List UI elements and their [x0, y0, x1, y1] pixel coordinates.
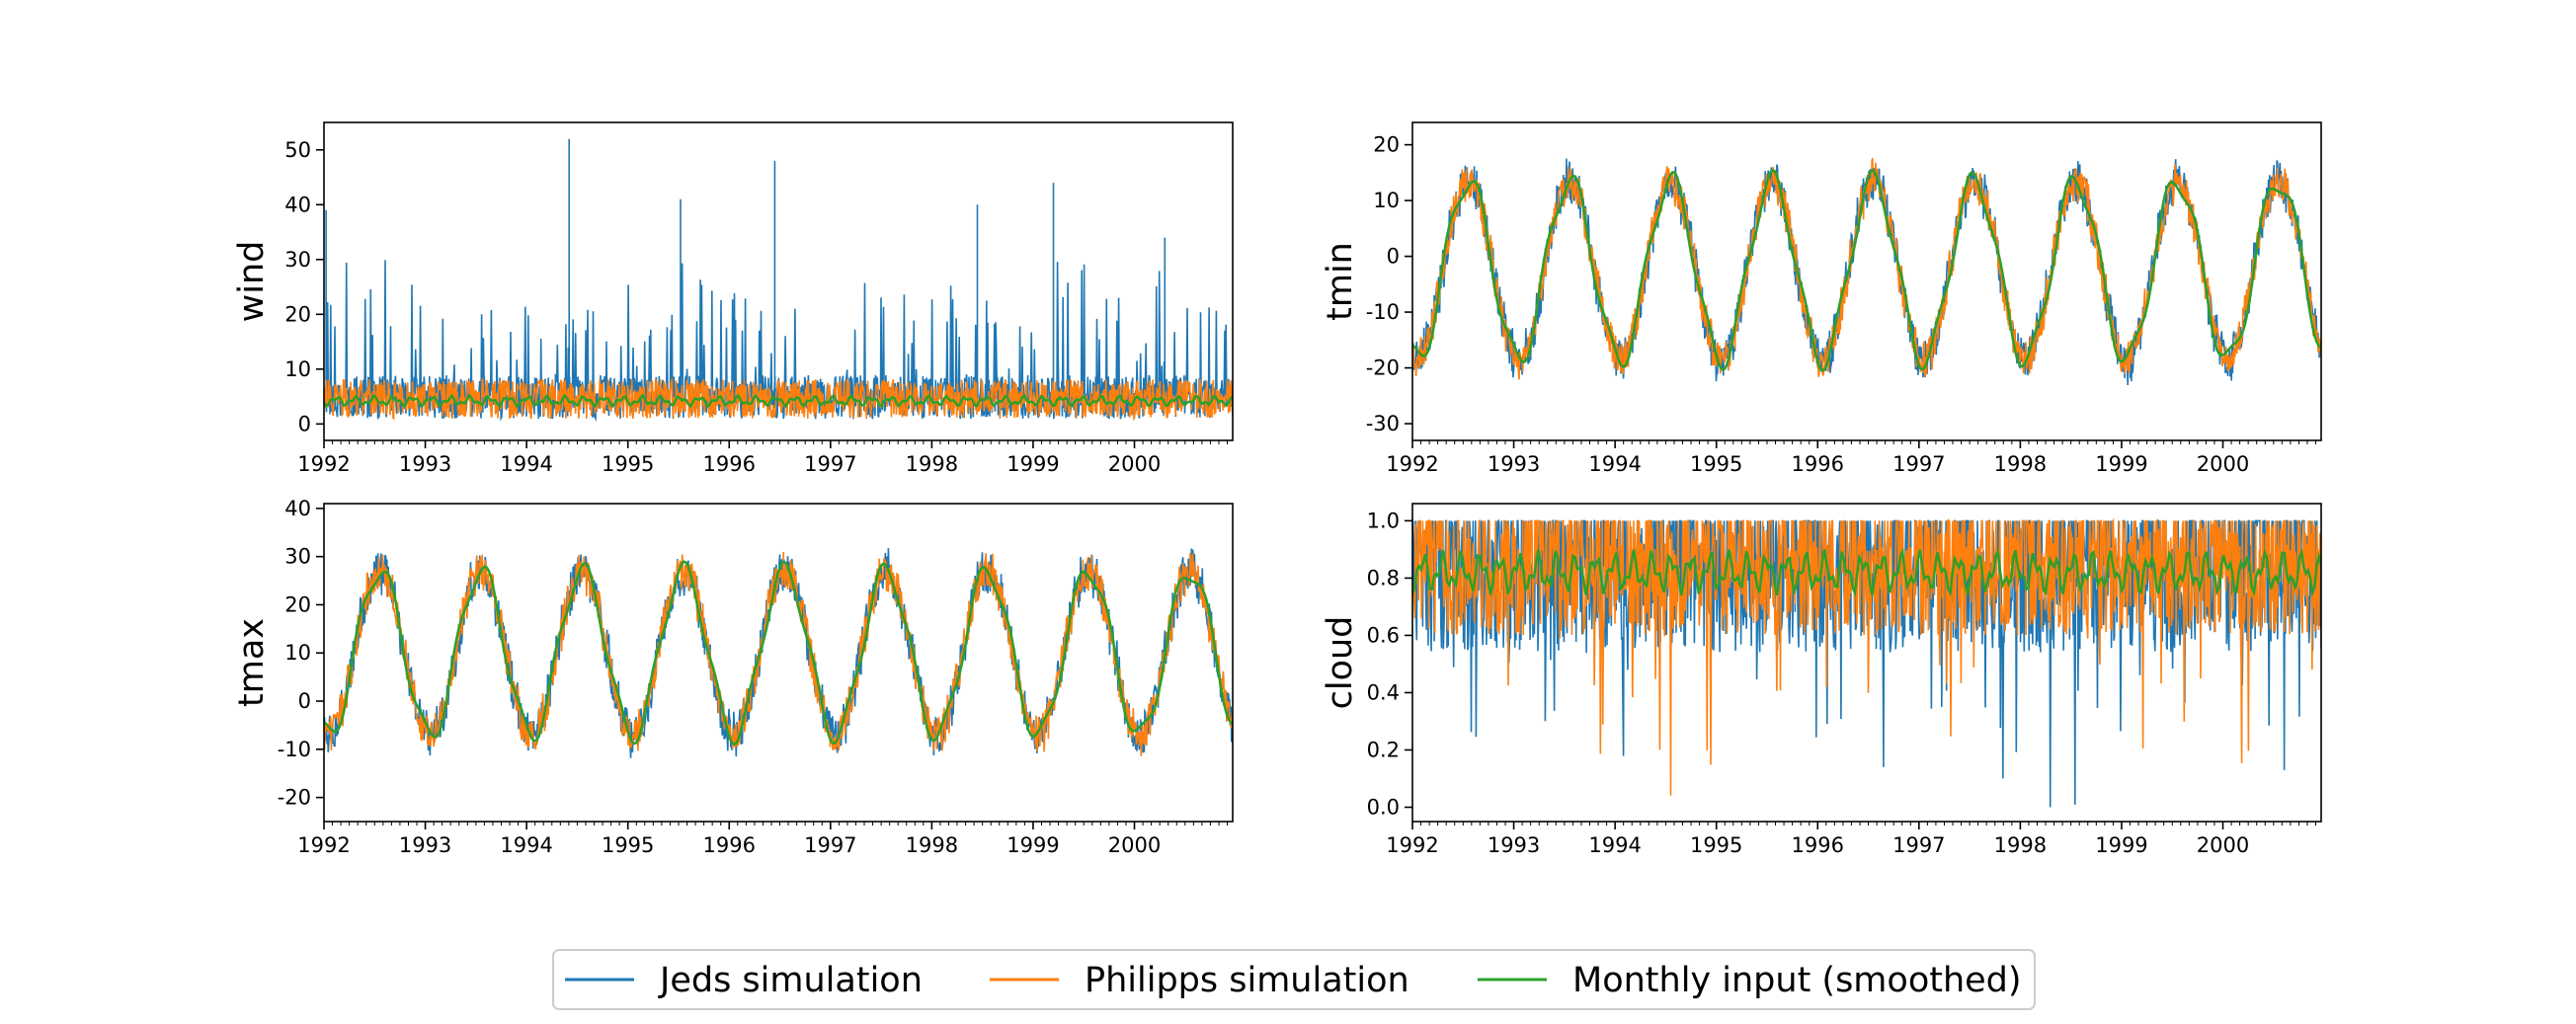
series-line-philipps — [324, 551, 1233, 756]
y-tick-label: 10 — [284, 357, 311, 381]
y-tick-label: -20 — [278, 786, 311, 810]
x-tick-label: 1999 — [2095, 833, 2147, 857]
x-tick-label: 1994 — [1588, 833, 1641, 857]
y-tick-label: 40 — [284, 497, 311, 520]
y-tick-label: 0.8 — [1367, 566, 1400, 590]
x-tick-label: 1997 — [1892, 833, 1945, 857]
x-tick-label: 2000 — [2197, 452, 2249, 476]
y-tick-label: -30 — [1366, 412, 1400, 435]
wind-panel: 1992 1993 1994 1995 1996 1997 1998 1999 2000 0 10 2… — [232, 121, 1234, 476]
x-tick-label: 1998 — [1994, 833, 2047, 857]
axes-frame — [1411, 503, 2322, 823]
y-tick-label: 0.2 — [1367, 738, 1400, 761]
axes-frame — [323, 503, 1234, 823]
x-tick-label: 1992 — [1386, 833, 1438, 857]
x-tick-label: 1993 — [1488, 452, 1540, 476]
series-line-philipps — [1412, 157, 2321, 380]
x-tick-label: 1997 — [804, 452, 856, 476]
x-tick-label: 1998 — [906, 452, 958, 476]
x-tick-label: 1992 — [297, 833, 350, 857]
x-tick-label: 2000 — [1108, 452, 1161, 476]
y-tick-label: 20 — [284, 592, 311, 616]
x-tick-label: 1996 — [703, 833, 756, 857]
legend-label-jeds: Jeds simulation — [658, 961, 923, 1000]
y-tick-label: 20 — [1373, 133, 1400, 157]
plot-area — [324, 138, 1233, 423]
x-tick-label: 1993 — [399, 452, 451, 476]
series-line-monthly — [1412, 547, 2321, 598]
x-tick-label: 1993 — [399, 833, 451, 857]
y-tick-label: -10 — [278, 738, 311, 761]
legend: Jeds simulation Philipps simulation Mont… — [552, 949, 2036, 1010]
x-tick-label: 1994 — [500, 833, 552, 857]
y-tick-label: 0 — [298, 689, 311, 713]
y-tick-label: 10 — [1373, 189, 1400, 212]
y-tick-label: 0 — [1387, 245, 1400, 269]
cloud-panel: 1992 1993 1994 1995 1996 1997 1998 1999 2000 0.0 0… — [1321, 503, 2322, 857]
x-tick-label: 1995 — [602, 833, 654, 857]
y-tick-label: 1.0 — [1367, 509, 1400, 532]
series-line-monthly — [1412, 168, 2321, 372]
y-tick-label: 0.6 — [1367, 623, 1400, 647]
x-tick-label: 1996 — [1792, 833, 1844, 857]
series-line-monthly — [324, 560, 1233, 747]
x-tick-label: 2000 — [2197, 833, 2249, 857]
y-tick-label: 20 — [284, 302, 311, 326]
tmax-panel: 1992 1993 1994 1995 1996 1997 1998 1999 2000 -20 -… — [232, 497, 1234, 857]
y-tick-label: 30 — [284, 545, 311, 569]
x-tick-label: 1995 — [1690, 833, 1742, 857]
x-tick-label: 1999 — [2095, 452, 2147, 476]
x-tick-label: 1996 — [703, 452, 756, 476]
y-tick-label: -10 — [1366, 300, 1400, 324]
y-tick-label: 40 — [284, 193, 311, 216]
axes-frame — [323, 121, 1234, 441]
x-tick-label: 1997 — [1892, 452, 1945, 476]
x-tick-label: 1994 — [500, 452, 552, 476]
legend-label-monthly: Monthly input (smoothed) — [1572, 961, 2022, 1000]
x-tick-label: 1998 — [1994, 452, 2047, 476]
x-tick-label: 1995 — [602, 452, 654, 476]
y-tick-label: 0 — [298, 412, 311, 435]
x-tick-label: 1992 — [1386, 452, 1438, 476]
x-tick-label: 1995 — [1690, 452, 1742, 476]
axes-frame — [1411, 121, 2322, 441]
plot-area — [1412, 157, 2321, 386]
y-tick-label: 10 — [284, 641, 311, 665]
y-axis-label: tmax — [232, 618, 272, 707]
x-tick-label: 1994 — [1588, 452, 1641, 476]
x-tick-label: 1996 — [1792, 452, 1844, 476]
tmin-panel: 1992 1993 1994 1995 1996 1997 1998 1999 2000 -30 -… — [1321, 121, 2322, 476]
y-tick-label: 30 — [284, 248, 311, 272]
y-axis-label: wind — [232, 241, 272, 323]
x-tick-label: 1998 — [906, 833, 958, 857]
y-axis-label: tmin — [1321, 242, 1360, 321]
series-line-monthly — [324, 393, 1233, 409]
legend-box — [552, 949, 2036, 1010]
x-tick-label: 1999 — [1006, 833, 1059, 857]
y-tick-label: -20 — [1366, 356, 1400, 380]
y-tick-label: 0.0 — [1367, 795, 1400, 819]
series-line-philipps — [1412, 517, 2321, 796]
plot-area — [1412, 517, 2321, 808]
x-tick-label: 1993 — [1488, 833, 1540, 857]
plot-area — [324, 548, 1233, 758]
x-tick-label: 1999 — [1006, 452, 1059, 476]
y-tick-label: 0.4 — [1367, 680, 1400, 704]
y-tick-label: 50 — [284, 138, 311, 162]
x-tick-label: 2000 — [1108, 833, 1161, 857]
legend-label-philipps: Philipps simulation — [1085, 961, 1409, 1000]
x-tick-label: 1997 — [804, 833, 856, 857]
series-line-jeds — [324, 138, 1233, 423]
x-tick-label: 1992 — [297, 452, 350, 476]
y-axis-label: cloud — [1321, 616, 1360, 710]
